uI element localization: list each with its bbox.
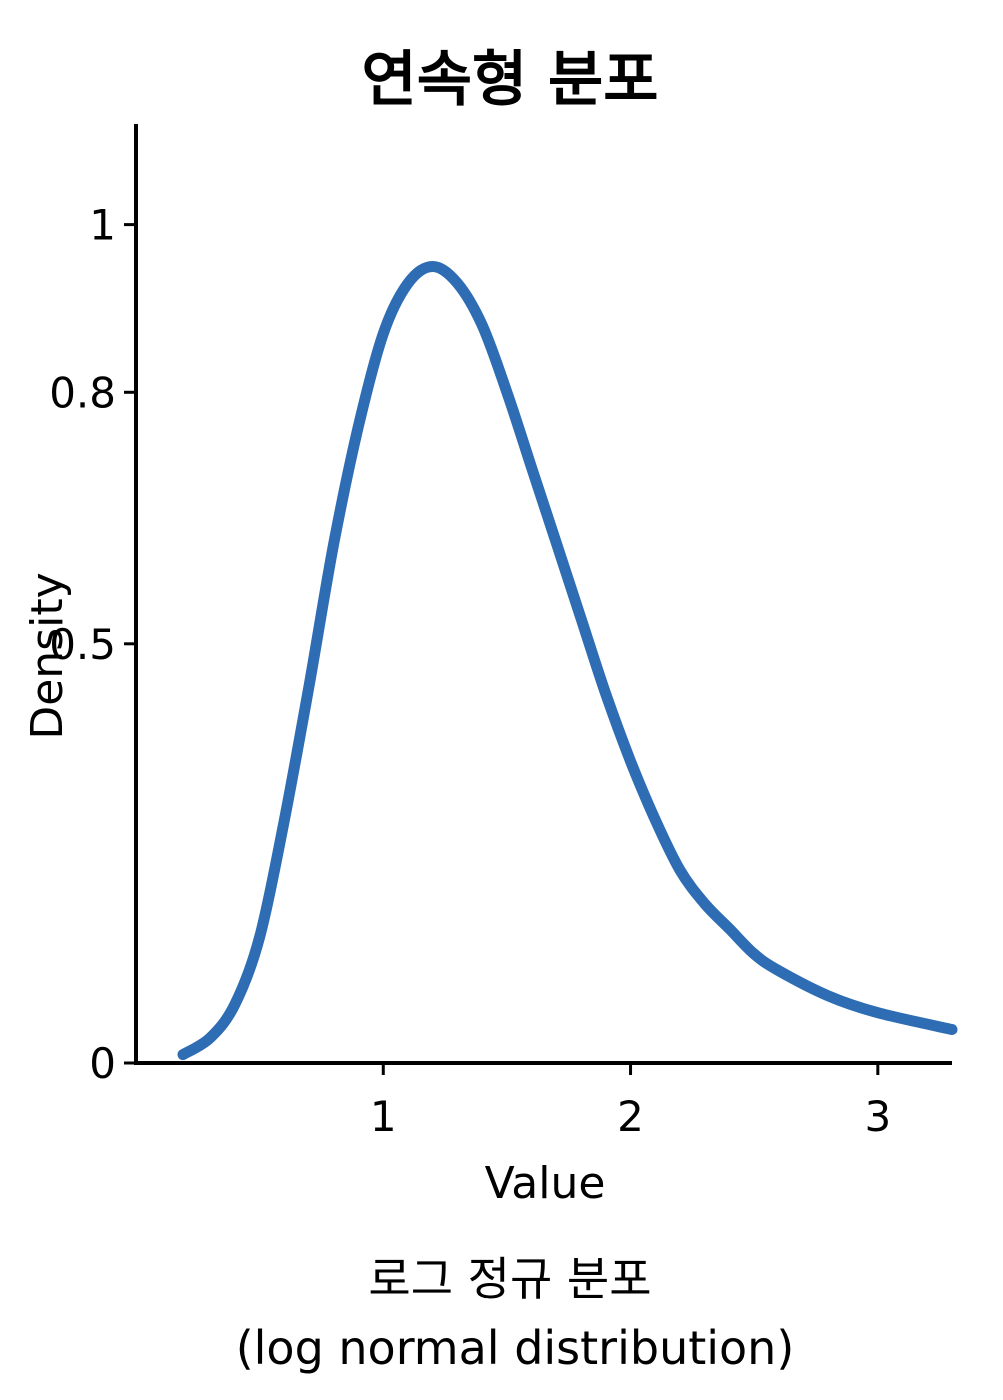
caption-english: (log normal distribution) bbox=[236, 1321, 795, 1375]
chart-title: 연속형 분포 bbox=[362, 45, 659, 115]
x-tick-label: 1 bbox=[370, 1092, 397, 1141]
y-tick-label: 1 bbox=[89, 201, 116, 250]
x-ticks: 1 2 3 bbox=[370, 1063, 891, 1141]
y-axis-label: Density bbox=[22, 572, 73, 739]
density-curve-line bbox=[177, 261, 958, 1061]
y-ticks: 0 0.5 0.8 1 bbox=[49, 201, 136, 1088]
y-tick-label: 0 bbox=[89, 1039, 116, 1088]
x-axis-label: Value bbox=[485, 1158, 606, 1209]
x-tick-label: 3 bbox=[864, 1092, 891, 1141]
y-tick-label: 0.5 bbox=[49, 620, 116, 669]
y-tick-label: 0.8 bbox=[49, 368, 116, 417]
x-tick-label: 2 bbox=[617, 1092, 644, 1141]
caption-korean: 로그 정규 분포 bbox=[368, 1252, 651, 1306]
plot-area bbox=[177, 261, 958, 1061]
